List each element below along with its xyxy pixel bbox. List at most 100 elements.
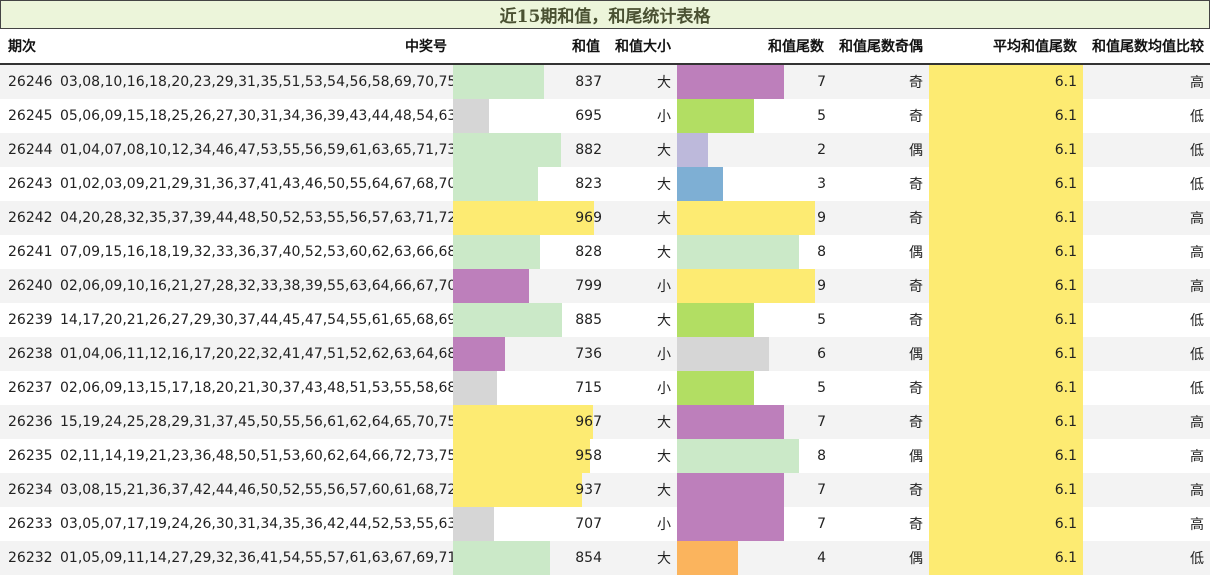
size-cell: 大 xyxy=(606,133,677,167)
sum-value: 715 xyxy=(575,380,602,396)
compare-cell: 低 xyxy=(1083,541,1210,575)
tail-value: 7 xyxy=(817,482,826,498)
table-row: 26238 01,04,06,11,12,16,17,20,22,32,41,47… xyxy=(0,337,1210,371)
numbers-cell: 01,02,03,09,21,29,31,36,37,41,43,46,50,5… xyxy=(54,167,453,201)
table-body: 26246 03,08,10,16,18,20,23,29,31,35,51,53… xyxy=(0,64,1210,575)
sum-bar xyxy=(453,337,506,371)
compare-cell: 高 xyxy=(1083,235,1210,269)
sum-value: 736 xyxy=(575,346,602,362)
table-row: 26232 01,05,09,11,14,27,29,32,36,41,54,55… xyxy=(0,541,1210,575)
parity-cell: 奇 xyxy=(830,371,929,405)
sum-cell: 799 xyxy=(453,269,606,303)
numbers-cell: 14,17,20,21,26,27,29,30,37,44,45,47,54,5… xyxy=(54,303,453,337)
parity-cell: 奇 xyxy=(830,64,929,99)
issue-cell: 26234 xyxy=(0,473,54,507)
numbers-cell: 07,09,15,16,18,19,32,33,36,37,40,52,53,6… xyxy=(54,235,453,269)
parity-cell: 奇 xyxy=(830,405,929,439)
tail-value: 4 xyxy=(817,550,826,566)
compare-cell: 低 xyxy=(1083,371,1210,405)
table-row: 26240 02,06,09,10,16,21,27,28,32,33,38,39… xyxy=(0,269,1210,303)
tail-cell: 4 xyxy=(677,541,830,575)
tail-bar xyxy=(677,167,723,201)
issue-cell: 26241 xyxy=(0,235,54,269)
issue-cell: 26236 xyxy=(0,405,54,439)
header-avg[interactable]: 平均和值尾数 xyxy=(929,29,1083,65)
tail-cell: 7 xyxy=(677,473,830,507)
numbers-cell: 03,08,10,16,18,20,23,29,31,35,51,53,54,5… xyxy=(54,64,453,99)
size-cell: 大 xyxy=(606,405,677,439)
issue-cell: 26245 xyxy=(0,99,54,133)
header-tail[interactable]: 和值尾数 xyxy=(677,29,830,65)
tail-cell: 9 xyxy=(677,201,830,235)
tail-cell: 3 xyxy=(677,167,830,201)
header-compare[interactable]: 和值尾数均值比较 xyxy=(1083,29,1210,65)
avg-cell: 6.1 xyxy=(929,337,1083,371)
sum-cell: 937 xyxy=(453,473,606,507)
sum-cell: 958 xyxy=(453,439,606,473)
stats-table: 期次 中奖号 和值 和值大小 和值尾数 和值尾数奇偶 平均和值尾数 和值尾数均值… xyxy=(0,29,1210,575)
avg-cell: 6.1 xyxy=(929,473,1083,507)
tail-bar xyxy=(677,133,708,167)
size-cell: 大 xyxy=(606,439,677,473)
sum-bar xyxy=(453,371,497,405)
header-issue[interactable]: 期次 xyxy=(0,29,54,65)
header-sum[interactable]: 和值 xyxy=(453,29,606,65)
sum-cell: 707 xyxy=(453,507,606,541)
compare-cell: 低 xyxy=(1083,337,1210,371)
tail-bar xyxy=(677,371,754,405)
compare-cell: 高 xyxy=(1083,405,1210,439)
sum-cell: 854 xyxy=(453,541,606,575)
compare-cell: 高 xyxy=(1083,439,1210,473)
sum-bar xyxy=(453,303,563,337)
header-numbers[interactable]: 中奖号 xyxy=(54,29,453,65)
numbers-cell: 03,05,07,17,19,24,26,30,31,34,35,36,42,4… xyxy=(54,507,453,541)
sum-cell: 695 xyxy=(453,99,606,133)
tail-value: 3 xyxy=(817,176,826,192)
size-cell: 大 xyxy=(606,64,677,99)
tail-cell: 9 xyxy=(677,269,830,303)
sum-value: 828 xyxy=(575,244,602,260)
issue-cell: 26235 xyxy=(0,439,54,473)
tail-cell: 8 xyxy=(677,235,830,269)
tail-bar xyxy=(677,473,785,507)
tail-bar xyxy=(677,439,800,473)
tail-bar xyxy=(677,507,785,541)
sum-bar xyxy=(453,167,539,201)
size-cell: 大 xyxy=(606,303,677,337)
tail-cell: 7 xyxy=(677,507,830,541)
issue-cell: 26240 xyxy=(0,269,54,303)
tail-cell: 8 xyxy=(677,439,830,473)
avg-cell: 6.1 xyxy=(929,64,1083,99)
parity-cell: 偶 xyxy=(830,337,929,371)
sum-cell: 885 xyxy=(453,303,606,337)
header-parity[interactable]: 和值尾数奇偶 xyxy=(830,29,929,65)
size-cell: 小 xyxy=(606,99,677,133)
parity-cell: 奇 xyxy=(830,167,929,201)
table-title: 近15期和值，和尾统计表格 xyxy=(0,0,1210,29)
numbers-cell: 05,06,09,15,18,25,26,27,30,31,34,36,39,4… xyxy=(54,99,453,133)
table-row: 26246 03,08,10,16,18,20,23,29,31,35,51,53… xyxy=(0,64,1210,99)
sum-bar xyxy=(453,99,490,133)
tail-value: 7 xyxy=(817,516,826,532)
table-row: 26237 02,06,09,13,15,17,18,20,21,30,37,43… xyxy=(0,371,1210,405)
tail-bar xyxy=(677,235,800,269)
sum-cell: 882 xyxy=(453,133,606,167)
compare-cell: 高 xyxy=(1083,64,1210,99)
header-size[interactable]: 和值大小 xyxy=(606,29,677,65)
numbers-cell: 01,05,09,11,14,27,29,32,36,41,54,55,57,6… xyxy=(54,541,453,575)
table-row: 26239 14,17,20,21,26,27,29,30,37,44,45,47… xyxy=(0,303,1210,337)
avg-cell: 6.1 xyxy=(929,303,1083,337)
issue-cell: 26242 xyxy=(0,201,54,235)
sum-bar xyxy=(453,235,541,269)
avg-cell: 6.1 xyxy=(929,133,1083,167)
numbers-cell: 01,04,06,11,12,16,17,20,22,32,41,47,51,5… xyxy=(54,337,453,371)
sum-cell: 969 xyxy=(453,201,606,235)
sum-value: 885 xyxy=(575,312,602,328)
avg-cell: 6.1 xyxy=(929,235,1083,269)
size-cell: 小 xyxy=(606,507,677,541)
tail-bar xyxy=(677,405,785,439)
issue-cell: 26232 xyxy=(0,541,54,575)
size-cell: 小 xyxy=(606,337,677,371)
sum-value: 707 xyxy=(575,516,602,532)
table-row: 26241 07,09,15,16,18,19,32,33,36,37,40,52… xyxy=(0,235,1210,269)
